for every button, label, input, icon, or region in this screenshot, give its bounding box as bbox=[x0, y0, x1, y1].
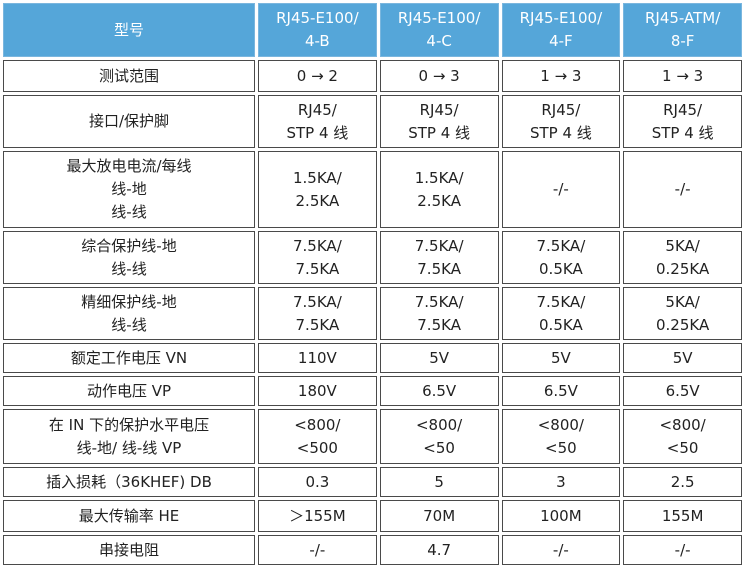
cell: 3 bbox=[501, 467, 621, 497]
cell: -/- bbox=[501, 151, 621, 228]
cell: <800/ <50 bbox=[623, 409, 742, 464]
cell: 155M bbox=[623, 500, 742, 532]
cell: RJ45/ STP 4 线 bbox=[623, 95, 742, 148]
cell: 6.5V bbox=[379, 376, 499, 406]
cell: -/- bbox=[501, 535, 621, 565]
cell: 7.5KA/ 0.5KA bbox=[501, 231, 621, 284]
cell: 7.5KA/ 7.5KA bbox=[379, 287, 499, 340]
cell: 1.5KA/ 2.5KA bbox=[258, 151, 377, 228]
cell: <800/ <50 bbox=[501, 409, 621, 464]
cell: 5KA/ 0.25KA bbox=[623, 287, 742, 340]
cell: 6.5V bbox=[623, 376, 742, 406]
cell: 6.5V bbox=[501, 376, 621, 406]
row-label: 最大放电电流/每线 线-地 线-线 bbox=[3, 151, 255, 228]
cell: RJ45/ STP 4 线 bbox=[501, 95, 621, 148]
cell: 7.5KA/ 0.5KA bbox=[501, 287, 621, 340]
table-row: 额定工作电压 VN 110V 5V 5V 5V bbox=[3, 343, 742, 373]
cell: 70M bbox=[379, 500, 499, 532]
cell: 5V bbox=[379, 343, 499, 373]
header-cell: 型号 bbox=[3, 3, 255, 57]
cell: 0 → 2 bbox=[258, 60, 377, 92]
header-cell: RJ45-ATM/ 8-F bbox=[623, 3, 742, 57]
header-cell: RJ45-E100/ 4-F bbox=[501, 3, 621, 57]
cell: -/- bbox=[623, 535, 742, 565]
cell: 4.7 bbox=[379, 535, 499, 565]
cell: 5V bbox=[501, 343, 621, 373]
cell: 1 → 3 bbox=[623, 60, 742, 92]
row-label: 最大传输率 HE bbox=[3, 500, 255, 532]
cell: RJ45/ STP 4 线 bbox=[258, 95, 377, 148]
cell: <800/ <500 bbox=[258, 409, 377, 464]
cell: 180V bbox=[258, 376, 377, 406]
header-cell: RJ45-E100/ 4-B bbox=[258, 3, 377, 57]
table-row: 插入损耗（36KHEF) DB 0.3 5 3 2.5 bbox=[3, 467, 742, 497]
table-row: 在 IN 下的保护水平电压 线-地/ 线-线 VP <800/ <500 <800/… bbox=[3, 409, 742, 464]
cell: 5 bbox=[379, 467, 499, 497]
table-row: 接口/保护脚 RJ45/ STP 4 线 RJ45/ STP 4 线 RJ45/ ST… bbox=[3, 95, 742, 148]
cell: 0.3 bbox=[258, 467, 377, 497]
row-label: 接口/保护脚 bbox=[3, 95, 255, 148]
cell: RJ45/ STP 4 线 bbox=[379, 95, 499, 148]
cell: 7.5KA/ 7.5KA bbox=[379, 231, 499, 284]
cell: 110V bbox=[258, 343, 377, 373]
cell: 5V bbox=[623, 343, 742, 373]
table-row: 串接电阻 -/- 4.7 -/- -/- bbox=[3, 535, 742, 565]
header-row: 型号 RJ45-E100/ 4-B RJ45-E100/ 4-C RJ45-E100/… bbox=[3, 3, 742, 57]
cell: 1.5KA/ 2.5KA bbox=[379, 151, 499, 228]
table-row: 动作电压 VP 180V 6.5V 6.5V 6.5V bbox=[3, 376, 742, 406]
cell: 100M bbox=[501, 500, 621, 532]
row-label: 串接电阻 bbox=[3, 535, 255, 565]
cell: 7.5KA/ 7.5KA bbox=[258, 231, 377, 284]
row-label: 额定工作电压 VN bbox=[3, 343, 255, 373]
row-label: 插入损耗（36KHEF) DB bbox=[3, 467, 255, 497]
cell: ＞155M bbox=[258, 500, 377, 532]
table-row: 精细保护线-地 线-线 7.5KA/ 7.5KA 7.5KA/ 7.5KA 7.5KA… bbox=[3, 287, 742, 340]
table-row: 最大放电电流/每线 线-地 线-线 1.5KA/ 2.5KA 1.5KA/ 2.5K… bbox=[3, 151, 742, 228]
cell: 2.5 bbox=[623, 467, 742, 497]
cell: 7.5KA/ 7.5KA bbox=[258, 287, 377, 340]
cell: 5KA/ 0.25KA bbox=[623, 231, 742, 284]
cell: 0 → 3 bbox=[379, 60, 499, 92]
row-label: 动作电压 VP bbox=[3, 376, 255, 406]
table-row: 综合保护线-地 线-线 7.5KA/ 7.5KA 7.5KA/ 7.5KA 7.5KA… bbox=[3, 231, 742, 284]
row-label: 精细保护线-地 线-线 bbox=[3, 287, 255, 340]
row-label: 测试范围 bbox=[3, 60, 255, 92]
cell: -/- bbox=[258, 535, 377, 565]
row-label: 综合保护线-地 线-线 bbox=[3, 231, 255, 284]
cell: -/- bbox=[623, 151, 742, 228]
cell: 1 → 3 bbox=[501, 60, 621, 92]
table-row: 最大传输率 HE ＞155M 70M 100M 155M bbox=[3, 500, 742, 532]
row-label: 在 IN 下的保护水平电压 线-地/ 线-线 VP bbox=[3, 409, 255, 464]
cell: <800/ <50 bbox=[379, 409, 499, 464]
header-cell: RJ45-E100/ 4-C bbox=[379, 3, 499, 57]
